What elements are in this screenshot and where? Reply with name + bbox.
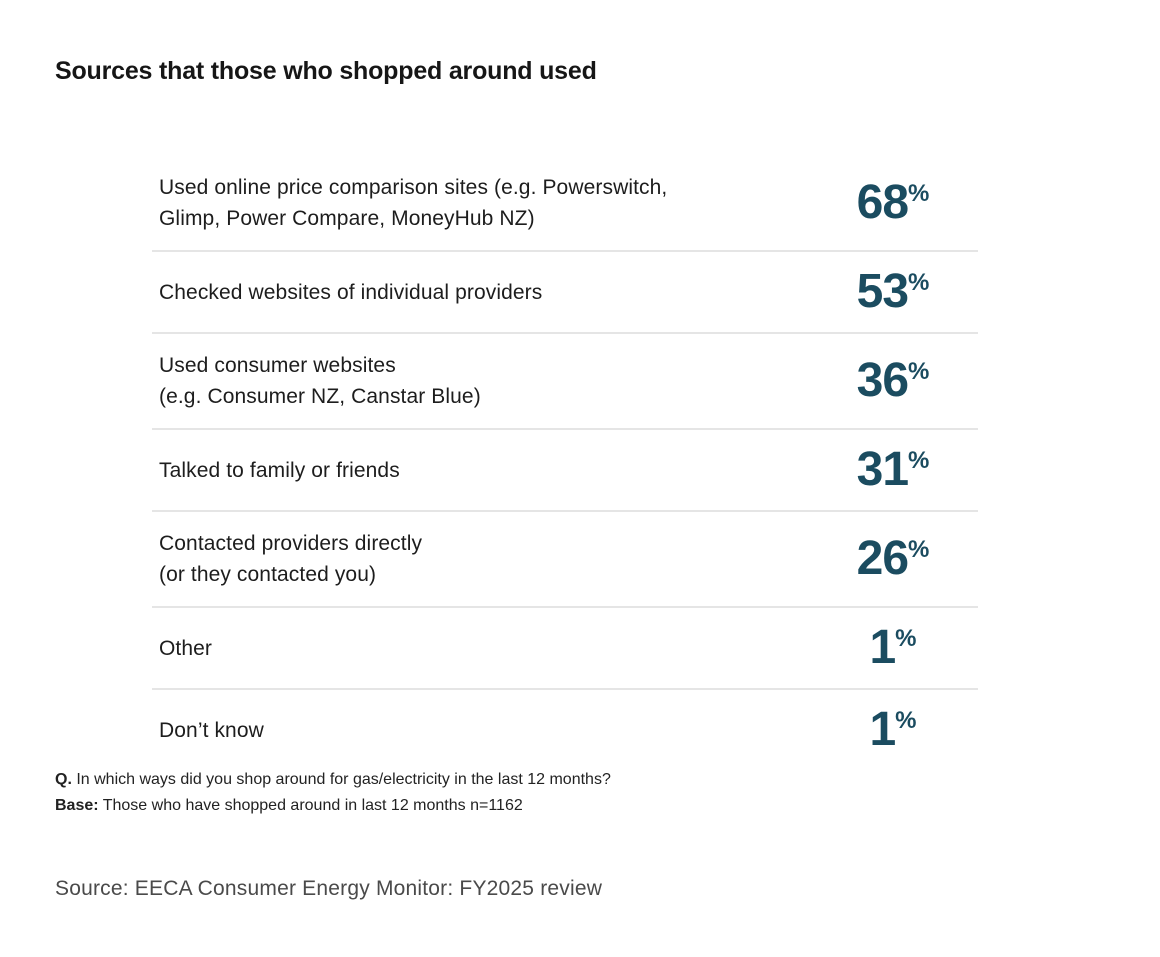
row-percentage: 1% [808,706,978,754]
percentage-number: 31 [856,443,909,496]
percent-sign: % [908,447,930,474]
footnote-base: Base: Those who have shopped around in l… [55,793,611,819]
percentage-number: 53 [856,265,909,318]
table-row: Used consumer websites (e.g. Consumer NZ,… [152,334,978,430]
table-row: Other 1% [152,608,978,690]
percent-sign: % [908,536,930,563]
row-percentage: 1% [808,624,978,672]
table-row: Contacted providers directly (or they con… [152,512,978,608]
percentage-number: 1 [869,621,896,674]
percentage-number: 36 [856,354,909,407]
row-percentage: 31% [808,446,978,494]
row-label: Used online price comparison sites (e.g.… [159,176,668,230]
percent-sign: % [908,269,930,296]
row-label: Used consumer websites (e.g. Consumer NZ,… [159,354,481,408]
row-label: Checked websites of individual providers [159,280,543,304]
row-label: Don’t know [159,718,264,742]
row-percentage: 26% [808,535,978,583]
row-percentage: 68% [808,179,978,227]
percentage-number: 1 [869,703,896,756]
footnote-base-text: Those who have shopped around in last 12… [98,797,523,814]
footnote: Q. In which ways did you shop around for… [55,767,611,819]
table-row: Don’t know 1% [152,690,978,770]
table-row: Used online price comparison sites (e.g.… [152,156,978,252]
row-percentage: 53% [808,268,978,316]
row-percentage: 36% [808,357,978,405]
table-row: Checked websites of individual providers… [152,252,978,334]
percentage-number: 68 [856,176,909,229]
row-label: Talked to family or friends [159,458,400,482]
row-label: Other [159,636,213,660]
page-title: Sources that those who shopped around us… [55,57,597,85]
percent-sign: % [908,358,930,385]
row-label: Contacted providers directly (or they con… [159,532,423,586]
footnote-question: Q. In which ways did you shop around for… [55,767,611,793]
footnote-question-prefix: Q. [55,771,72,788]
source-attribution: Source: EECA Consumer Energy Monitor: FY… [55,877,603,900]
table-row: Talked to family or friends 31% [152,430,978,512]
percent-sign: % [908,180,930,207]
footnote-base-prefix: Base: [55,797,99,814]
sources-table: Used online price comparison sites (e.g.… [152,156,978,770]
percentage-number: 26 [856,532,909,585]
footnote-question-text: In which ways did you shop around for ga… [71,771,611,788]
percent-sign: % [895,707,917,734]
percent-sign: % [895,625,917,652]
